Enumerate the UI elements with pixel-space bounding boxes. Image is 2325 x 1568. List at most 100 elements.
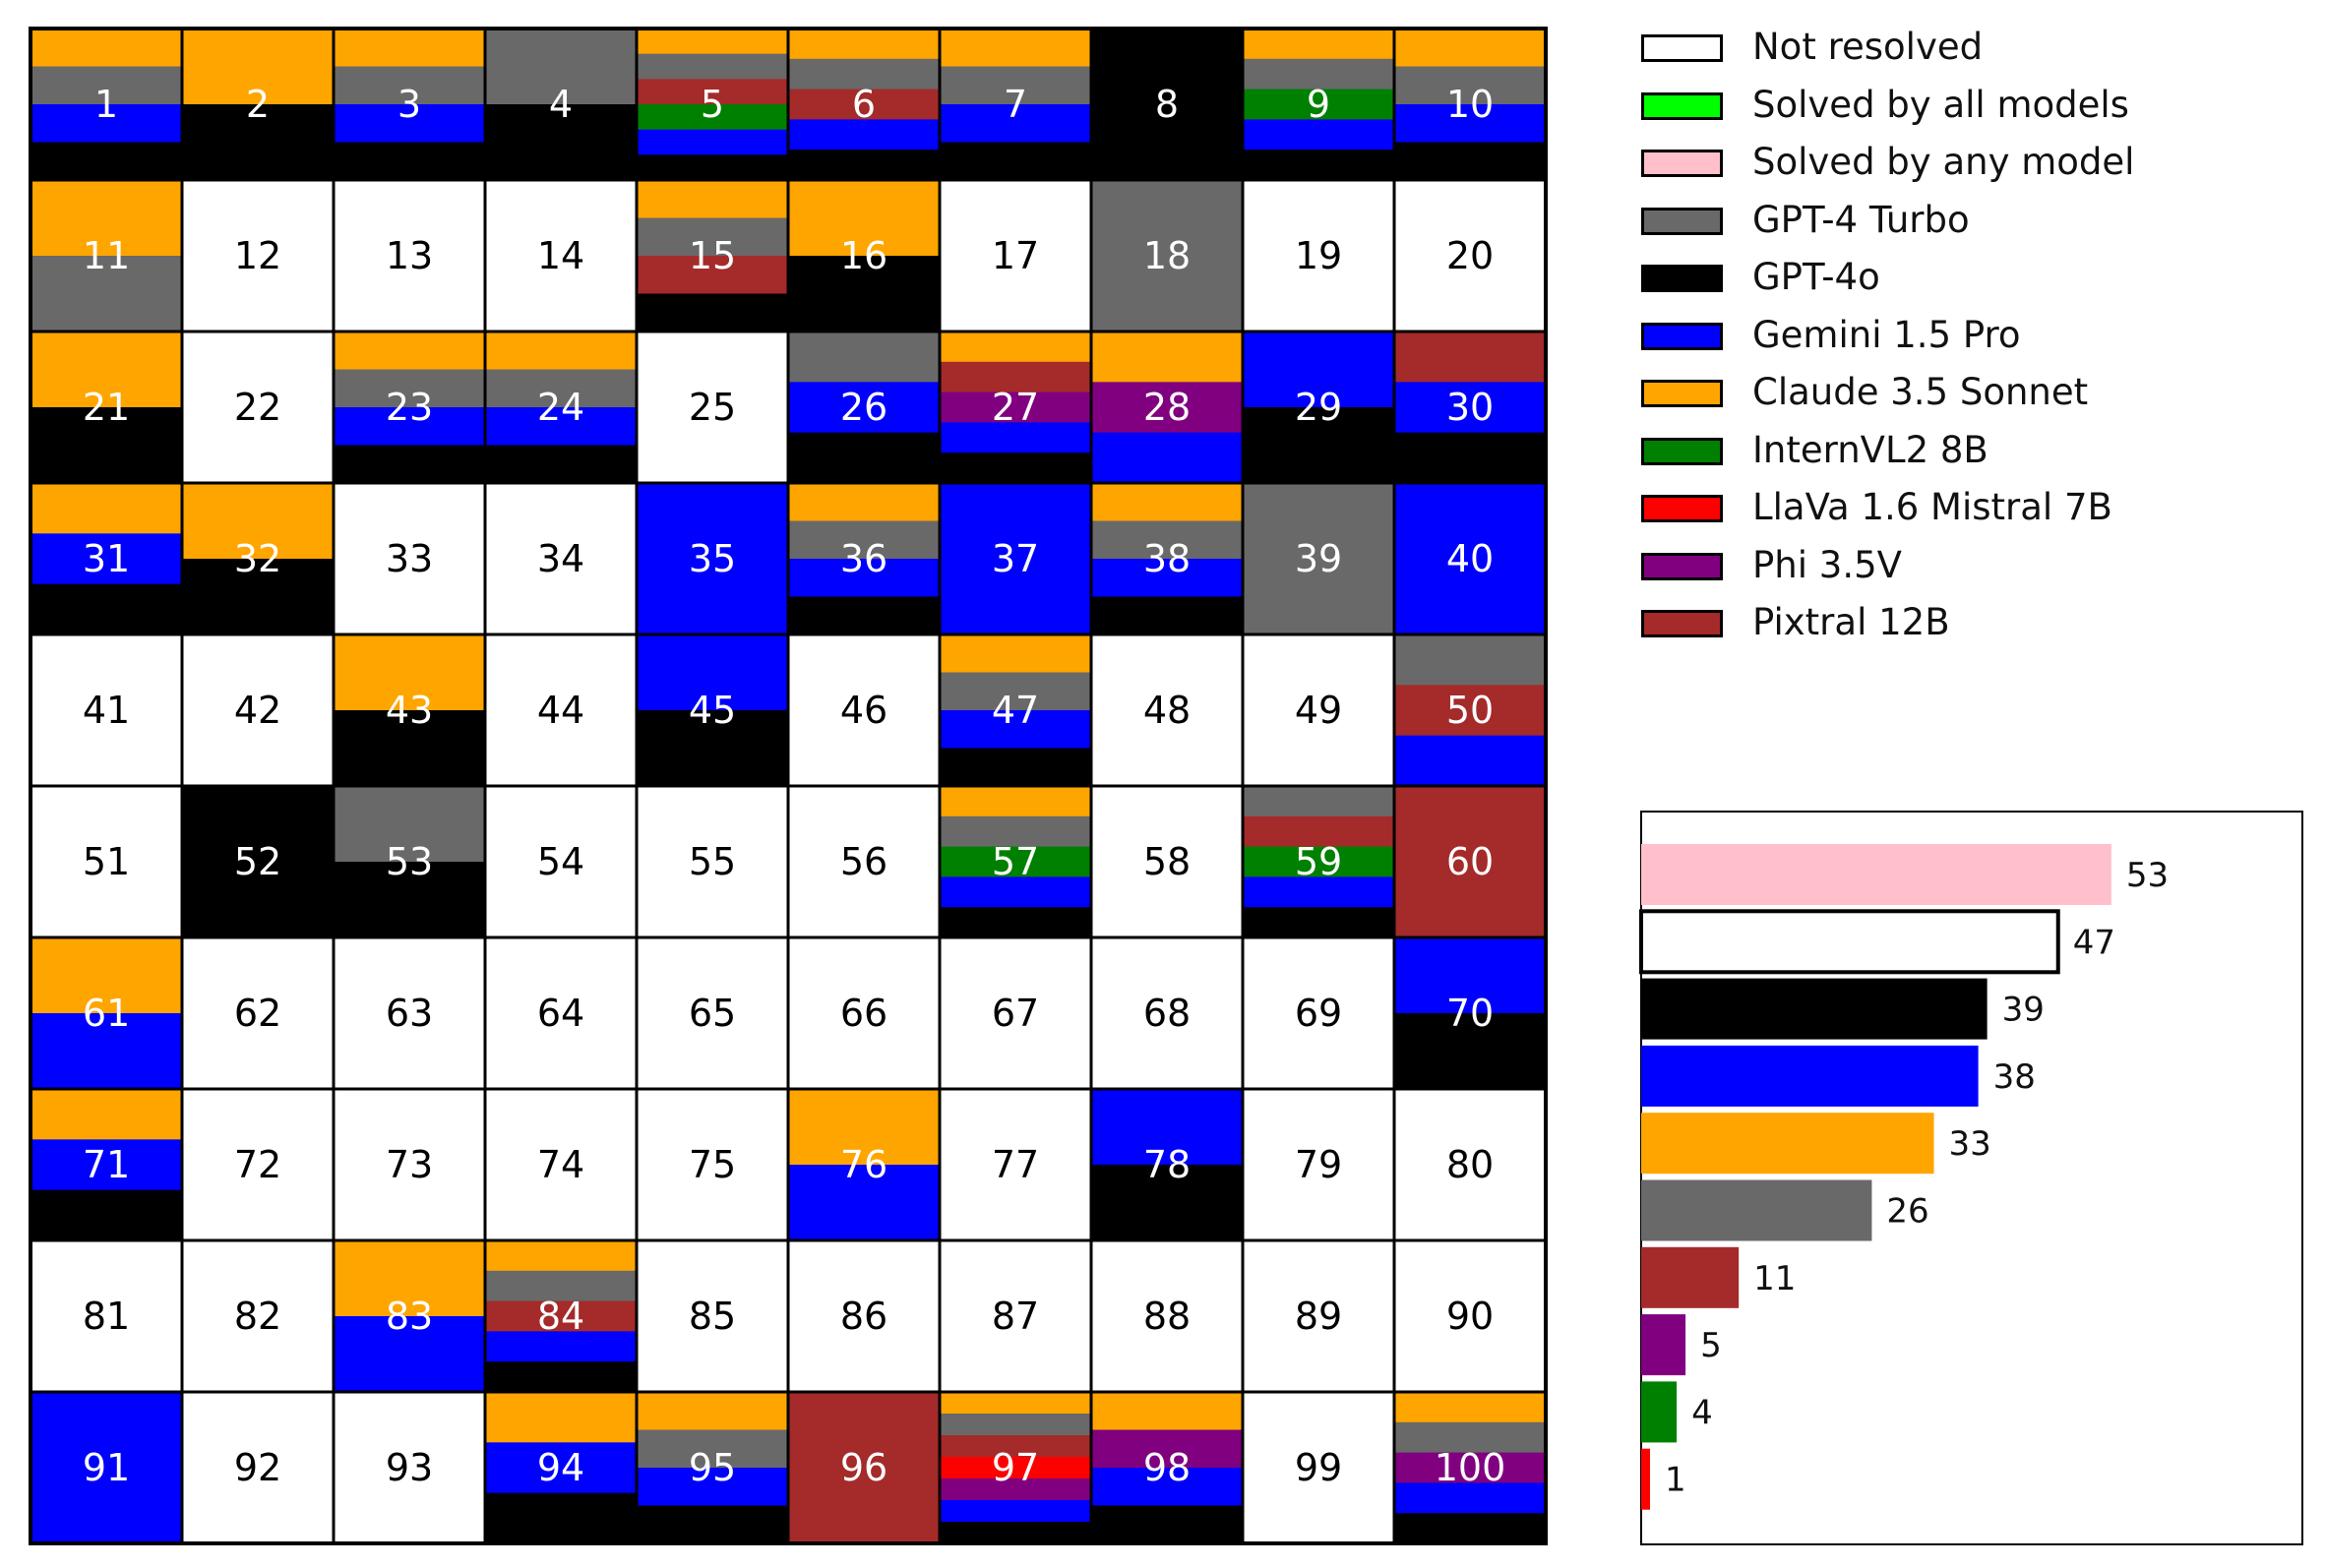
cell-segment-gpt4o	[788, 596, 940, 635]
bar-value-label: 39	[2002, 991, 2045, 1030]
grid-cell-8: 8	[1089, 27, 1245, 182]
cell-number: 4	[549, 83, 573, 126]
cell-number: 53	[386, 840, 433, 883]
grid-cell-84: 84	[483, 1238, 639, 1394]
cell-segment-gemini	[31, 1013, 182, 1090]
grid-cell-90: 90	[1392, 1238, 1548, 1394]
cell-number: 41	[83, 689, 130, 732]
cell-number: 67	[992, 992, 1039, 1035]
cell-number: 96	[840, 1446, 887, 1489]
cell-segment-gemini	[788, 382, 940, 434]
grid-cell-32: 32	[180, 481, 336, 636]
cell-background	[788, 937, 940, 1089]
cell-segment-claude	[788, 29, 940, 60]
cell-number: 99	[1295, 1446, 1342, 1489]
cell-segment-claude	[1394, 1392, 1546, 1423]
cell-segment-claude	[334, 332, 485, 371]
grid-cell-81: 81	[29, 1238, 184, 1394]
cell-number: 59	[1295, 840, 1342, 883]
cell-segment-gpt4t	[940, 66, 1091, 105]
cell-segment-internvl	[940, 846, 1091, 877]
cell-number: 43	[386, 689, 433, 732]
cell-segment-gpt4t	[485, 1270, 637, 1302]
cell-number: 74	[537, 1143, 584, 1186]
cell-segment-claude	[788, 483, 940, 522]
cell-segment-phi	[940, 392, 1091, 423]
legend-item-pixtral: Pixtral 12B	[1636, 595, 2276, 652]
grid-cell-40: 40	[1392, 481, 1548, 636]
grid-cell-14: 14	[483, 178, 639, 333]
cell-segment-gpt4o	[637, 154, 788, 181]
bar-solved-by-any-model	[1641, 844, 2111, 905]
cell-segment-llava	[940, 1457, 1091, 1479]
cell-background	[1394, 1089, 1546, 1240]
cell-segment-gemini	[31, 533, 182, 585]
cell-number: 50	[1446, 689, 1494, 732]
cell-number: 93	[386, 1446, 433, 1489]
grid-cell-10: 10	[1392, 27, 1548, 182]
cell-number: 82	[234, 1295, 281, 1338]
cell-segment-gemini	[637, 483, 788, 635]
cell-number: 35	[689, 537, 736, 580]
cell-number: 87	[992, 1295, 1039, 1338]
cell-number: 98	[1143, 1446, 1191, 1489]
cell-number: 63	[386, 992, 433, 1035]
grid-cell-62: 62	[180, 935, 336, 1091]
grid-cell-53: 53	[332, 784, 487, 939]
grid-cell-41: 41	[29, 633, 184, 788]
bar-claude-3-5-sonnet	[1641, 1113, 1934, 1175]
legend-item-llava: LlaVa 1.6 Mistral 7B	[1636, 480, 2276, 537]
grid-cell-72: 72	[180, 1087, 336, 1242]
cell-segment-gpt4o	[637, 1505, 788, 1544]
cell-segment-gemini	[1243, 119, 1394, 151]
cell-number: 52	[234, 840, 281, 883]
cell-segment-gpt4o	[1394, 142, 1546, 181]
grid-cell-23: 23	[332, 330, 487, 485]
cell-segment-gpt4t	[334, 66, 485, 105]
cell-background	[182, 1240, 334, 1392]
cell-segment-claude	[637, 180, 788, 219]
cell-segment-gemini	[485, 1442, 637, 1494]
cell-number: 22	[234, 386, 281, 429]
cell-segment-claude	[940, 1392, 1091, 1415]
grid-cell-45: 45	[635, 633, 790, 788]
cell-segment-gpt4t	[1394, 66, 1546, 105]
cell-segment-gpt4o	[1243, 407, 1394, 484]
grid-cell-35: 35	[635, 481, 790, 636]
cell-segment-gemini	[1091, 1468, 1243, 1507]
cell-segment-claude	[485, 332, 637, 371]
grid-cell-65: 65	[635, 935, 790, 1091]
cell-segment-pixtral	[637, 256, 788, 295]
cell-segment-gpt4t	[31, 256, 182, 332]
cell-background	[334, 1089, 485, 1240]
cell-number: 38	[1143, 537, 1191, 580]
cell-number: 51	[83, 840, 130, 883]
cell-segment-claude	[31, 332, 182, 408]
bar-internvl2-8b	[1641, 1381, 1678, 1443]
cell-number: 57	[992, 840, 1039, 883]
bar-value-label: 11	[1753, 1259, 1796, 1298]
cell-number: 19	[1295, 234, 1342, 277]
grid-cell-1: 1	[29, 27, 184, 182]
cell-segment-gpt4t	[1091, 180, 1243, 332]
legend-label: Gemini 1.5 Pro	[1752, 313, 2021, 356]
cell-background	[182, 180, 334, 332]
cell-number: 14	[537, 234, 584, 277]
cell-number: 13	[386, 234, 433, 277]
grid-cell-3: 3	[332, 27, 487, 182]
cell-segment-gpt4o	[940, 1522, 1091, 1544]
bar-gpt-4-turbo	[1641, 1179, 1872, 1241]
cell-segment-gpt4t	[485, 29, 637, 105]
cell-segment-claude	[1243, 29, 1394, 60]
cell-segment-claude	[1091, 483, 1243, 522]
grid-cell-61: 61	[29, 935, 184, 1091]
cell-segment-gemini	[788, 119, 940, 151]
cell-background	[940, 180, 1091, 332]
cell-number: 89	[1295, 1295, 1342, 1338]
cell-segment-gemini	[1394, 1482, 1546, 1514]
cell-segment-claude	[31, 29, 182, 68]
cell-number: 32	[234, 537, 281, 580]
cell-number: 18	[1143, 234, 1191, 277]
cell-segment-gemini	[334, 1316, 485, 1393]
